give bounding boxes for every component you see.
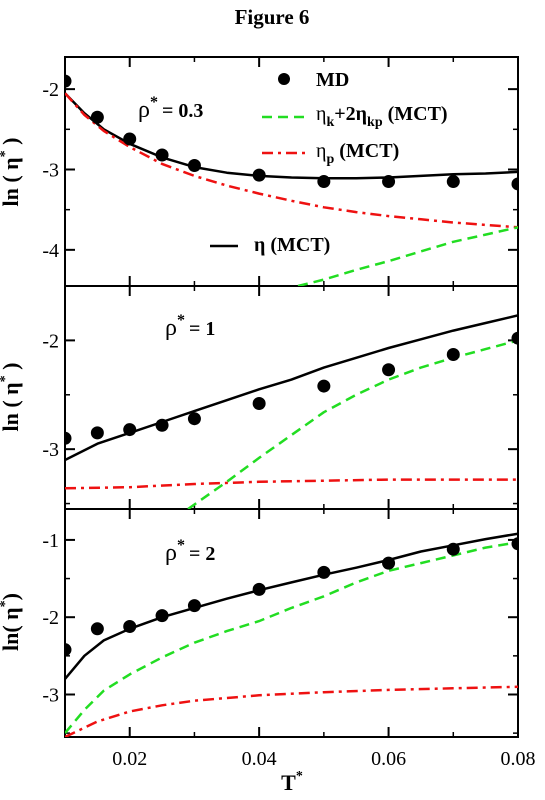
panel-3-frame — [64, 508, 519, 738]
panel-2-frame — [64, 285, 519, 510]
legend-md-label: MD — [316, 69, 349, 91]
md-point — [511, 537, 518, 551]
md-point — [187, 158, 201, 172]
total-line — [65, 532, 518, 680]
md-point — [317, 175, 331, 189]
md-point — [317, 379, 331, 393]
md-point — [382, 556, 396, 570]
pot-line — [65, 478, 518, 490]
panel-3-ytick-label: -3 — [42, 684, 59, 706]
legend: MD ηk+2ηkp (MCT) ηp (MCT) η (MCT) — [210, 69, 448, 256]
axis-ticks: -4 -3 -2 -3 -2 -3 -2 -1 0.02 0.04 0.06 0.08 — [42, 57, 536, 770]
legend-md-marker — [278, 73, 290, 85]
legend-total-label: η (MCT) — [254, 234, 330, 256]
md-point — [90, 110, 104, 124]
md-point — [511, 177, 518, 191]
md-point — [65, 74, 72, 88]
md-point — [446, 348, 460, 362]
md-point — [317, 565, 331, 579]
panel-2-ytick-label: -2 — [42, 330, 59, 352]
legend-pot-label: ηp (MCT) — [316, 140, 399, 167]
total-line — [65, 92, 518, 180]
md-point — [123, 132, 137, 146]
kin-line — [297, 226, 518, 286]
panel-3-series — [65, 532, 518, 737]
md-point — [155, 609, 169, 623]
md-point — [123, 423, 137, 437]
panel-3-ytick-label: -1 — [42, 530, 59, 552]
panel-1-ytick-label: -4 — [42, 240, 59, 262]
xtick-label: 0.08 — [501, 748, 536, 770]
panel-1-series — [65, 74, 518, 286]
panel-2-ylabel: ln ( η* ) — [0, 363, 23, 432]
md-point — [252, 582, 266, 596]
md-point — [65, 431, 72, 445]
panel-1-ylabel: ln ( η* ) — [0, 138, 23, 207]
md-point — [187, 599, 201, 613]
pot-line — [65, 92, 518, 229]
panel-3-label: ρ* = 2 — [165, 537, 215, 566]
data-marks — [65, 74, 518, 737]
total-line — [65, 314, 518, 462]
md-point — [90, 622, 104, 636]
md-point — [511, 331, 518, 345]
kin-line — [65, 540, 518, 734]
panel-1-ytick-label: -2 — [42, 79, 59, 101]
x-axis-label: T* — [281, 769, 303, 795]
panel-2-label: ρ* = 1 — [165, 312, 215, 341]
xtick-label: 0.04 — [242, 748, 277, 770]
md-point — [123, 619, 137, 633]
panel-3-ylabel: ln( η*) — [0, 593, 23, 651]
pot-line — [65, 685, 518, 737]
md-point — [382, 175, 396, 189]
md-point — [446, 542, 460, 556]
md-point — [65, 643, 72, 657]
legend-kin-label: ηk+2ηkp (MCT) — [316, 103, 448, 130]
panel-1-ytick-label: -3 — [42, 159, 59, 181]
md-point — [252, 168, 266, 182]
xtick-label: 0.06 — [371, 748, 406, 770]
md-point — [155, 418, 169, 432]
figure-title: Figure 6 — [235, 5, 310, 29]
xtick-label: 0.02 — [112, 748, 147, 770]
panel-1-label: ρ* = 0.3 — [138, 94, 203, 123]
md-point — [446, 175, 460, 189]
md-point — [90, 426, 104, 440]
md-point — [382, 363, 396, 377]
md-point — [252, 396, 266, 410]
panel-2-ytick-label: -3 — [42, 439, 59, 461]
panel-2-series — [65, 314, 518, 509]
md-point — [187, 412, 201, 426]
panel-3-ytick-label: -2 — [42, 607, 59, 629]
md-point — [155, 148, 169, 162]
